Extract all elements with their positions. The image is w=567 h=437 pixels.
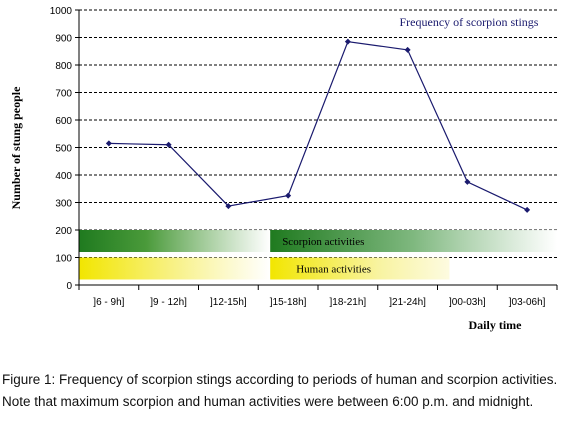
activity-band-segment <box>79 257 271 280</box>
y-tick-label: 100 <box>55 254 72 265</box>
x-tick-label: ]9 - 12h] <box>150 297 187 308</box>
y-tick-label: 800 <box>55 61 72 72</box>
x-tick-label: ]03-06h] <box>509 297 546 308</box>
x-tick-label: ]00-03h] <box>449 297 486 308</box>
y-tick-label: 300 <box>55 199 72 210</box>
x-tick-label: ]18-21h] <box>330 297 367 308</box>
scorpion-activities-label: Scorpion activities <box>282 236 364 248</box>
y-tick-label: 200 <box>55 226 72 237</box>
figure-caption: Figure 1: Frequency of scorpion stings a… <box>2 372 558 409</box>
y-tick-label: 0 <box>66 281 72 292</box>
y-tick-label: 400 <box>55 171 72 182</box>
y-tick-label: 700 <box>55 89 72 100</box>
y-tick-label: 1000 <box>50 6 73 17</box>
activity-bands: Scorpion activities Human activities <box>79 230 557 280</box>
data-point <box>105 140 112 147</box>
y-tick-label: 900 <box>55 34 72 45</box>
human-activities-label: Human activities <box>296 264 371 276</box>
data-point <box>524 206 531 213</box>
x-tick-label: ]15-18h] <box>270 297 307 308</box>
y-tick-label: 600 <box>55 116 72 127</box>
activity-band-segment <box>79 230 271 252</box>
data-point <box>464 178 471 185</box>
x-tick-label: ]21-24h] <box>389 297 426 308</box>
data-point <box>344 38 351 45</box>
x-axis-label: Daily time <box>469 318 523 332</box>
axes: 0 100 200 300 400 500 600 700 800 900 1000 ]6 - 9h]… <box>50 6 558 308</box>
data-point <box>404 46 411 53</box>
grid-lines <box>79 9 557 258</box>
chart-title: Frequency of scorpion stings <box>400 15 539 29</box>
stings-line <box>108 40 528 211</box>
activity-band-segment <box>270 230 557 252</box>
activity-band-segment <box>270 257 450 280</box>
data-point <box>285 192 292 199</box>
data-point <box>165 141 172 148</box>
scorpion-stings-chart: Scorpion activities Human activities 0 100… <box>9 6 558 332</box>
data-point <box>225 203 232 210</box>
series-line <box>105 38 531 213</box>
x-tick-label: ]12-15h] <box>210 297 247 308</box>
y-tick-label: 500 <box>55 144 72 155</box>
x-tick-label: ]6 - 9h] <box>93 297 124 308</box>
y-axis-label: Number of stung people <box>9 86 23 209</box>
